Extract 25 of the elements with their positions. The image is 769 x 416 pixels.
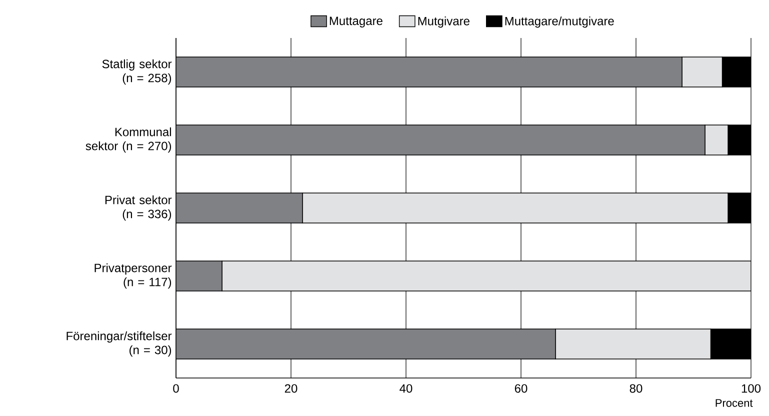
x-tick-label: 20 — [284, 384, 298, 393]
x-axis-title: Procent — [716, 399, 753, 407]
y-tick-label: Privatpersoner (n = 117) — [94, 263, 172, 289]
bar — [682, 56, 723, 88]
bar — [176, 124, 706, 156]
legend-label: Mutgivare — [418, 16, 470, 28]
x-tick-label: 60 — [514, 384, 528, 393]
bar — [176, 192, 303, 224]
legend-label: Muttagare/mutgivare — [505, 16, 614, 28]
x-tick-label: 80 — [630, 384, 642, 393]
y-tick-label: Kommunal sektor (n = 270) — [86, 127, 172, 153]
bar — [176, 56, 682, 88]
bar — [302, 192, 728, 224]
x-tick-label: 0 — [173, 384, 179, 393]
bar — [176, 260, 222, 292]
x-tick-label: 100 — [742, 384, 761, 393]
y-tick-label: Föreningar/stiftelser (n = 30) — [66, 331, 172, 357]
legend-label: Muttagare — [330, 16, 382, 28]
bar — [222, 260, 752, 292]
bar — [555, 328, 712, 360]
bar — [704, 124, 728, 156]
bar — [176, 328, 556, 360]
y-tick-label: Privat sektor (n = 336) — [105, 195, 172, 221]
x-tick-label: 40 — [400, 384, 412, 393]
y-tick-label: Statlig sektor (n = 258) — [102, 59, 172, 85]
